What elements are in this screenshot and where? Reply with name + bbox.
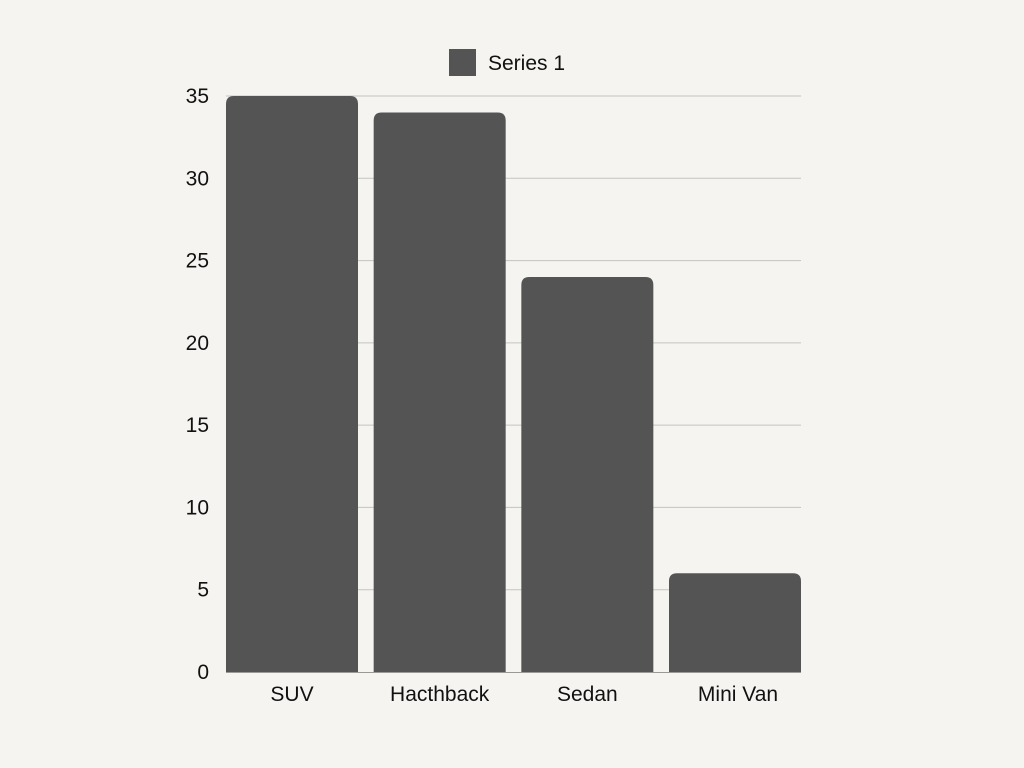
y-tick-label: 35 (186, 85, 209, 108)
y-tick-label: 5 (197, 579, 209, 602)
x-tick-label: SUV (270, 683, 313, 706)
x-tick-label: Mini Van (698, 683, 778, 706)
bar-hacthback (373, 112, 506, 672)
bars (226, 96, 801, 672)
x-tick-label: Hacthback (390, 683, 490, 706)
legend-label: Series 1 (488, 52, 565, 75)
bar-sedan (521, 277, 654, 672)
axes: 0 5 10 15 20 25 30 35 SUV Hacthback Sedan Mini Van (186, 85, 801, 706)
y-tick-label: 15 (186, 414, 209, 437)
legend-swatch (449, 49, 476, 76)
bar-mini-van (669, 573, 801, 672)
x-tick-label: Sedan (557, 683, 618, 706)
y-tick-label: 0 (197, 661, 209, 684)
y-tick-label: 25 (186, 250, 209, 273)
y-tick-label: 10 (186, 496, 209, 519)
y-tick-label: 20 (186, 332, 209, 355)
legend: Series 1 (449, 49, 565, 76)
y-tick-label: 30 (186, 167, 209, 190)
bar-suv (226, 96, 358, 672)
